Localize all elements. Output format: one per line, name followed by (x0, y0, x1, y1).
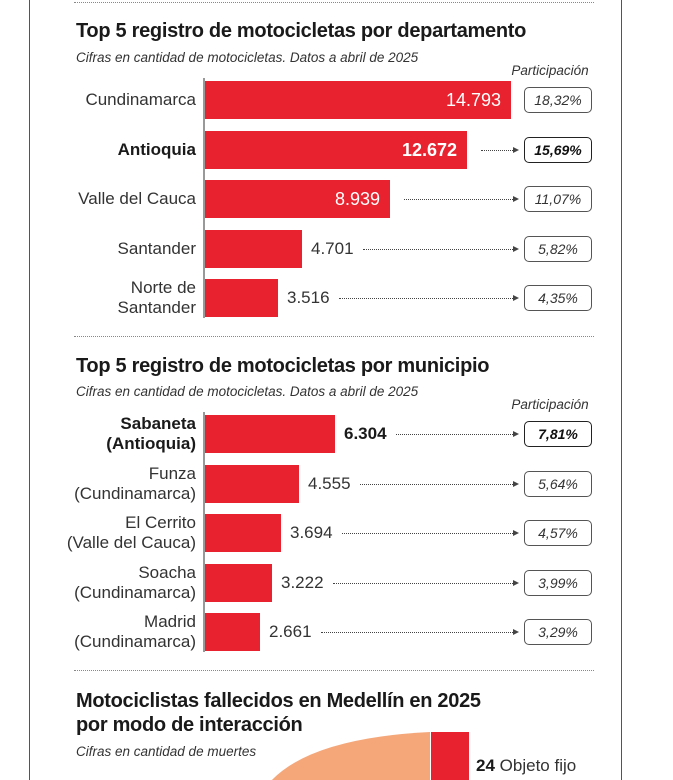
bar-label-line: Cundinamarca (85, 90, 196, 109)
bar-label-line: Funza (148, 464, 196, 483)
chart1-participation-header: Participación (511, 63, 589, 78)
chart3-subtitle: Cifras en cantidad de muertes (76, 744, 257, 759)
separator-1 (74, 336, 594, 337)
bar (205, 613, 260, 651)
participation-box: 18,32% (524, 87, 592, 113)
bar-value: 14.793 (445, 90, 501, 110)
chart2-axis (203, 412, 205, 652)
chart3-title-line2: por modo de interacción (76, 714, 303, 736)
bar-value: 8.939 (334, 189, 380, 209)
bar: 14.793 (205, 81, 511, 119)
bar-label: Antioquia (30, 140, 196, 160)
bar-value: 6.304 (344, 424, 387, 443)
bar-value: 12.672 (401, 140, 457, 160)
participation-box: 4,57% (524, 520, 592, 546)
participation-box: 5,64% (524, 471, 592, 497)
leader-arrow (404, 196, 519, 202)
bar-label: Funza (Cundinamarca) (30, 464, 196, 504)
bar-value: 3.222 (281, 573, 324, 592)
pie-chart-visible-area (270, 732, 430, 780)
leader-arrow (333, 580, 519, 586)
participation-box: 4,35% (524, 285, 592, 311)
leader-arrow (342, 530, 519, 536)
participation-box: 3,29% (524, 619, 592, 645)
bar-label-line: (Antioquia) (106, 434, 196, 453)
leader-arrow (396, 431, 519, 437)
chart2-participation-header: Participación (511, 397, 589, 412)
bar: 12.672 (205, 131, 467, 169)
bar-label: El Cerrito (Valle del Cauca) (30, 513, 196, 553)
bar-label-line: (Cundinamarca) (74, 632, 196, 651)
participation-box: 3,99% (524, 570, 592, 596)
chart2-title: Top 5 registro de motocicletas por munic… (76, 355, 490, 377)
bar (205, 465, 299, 503)
bar-label-line: Sabaneta (120, 414, 196, 433)
pie-slice-other (272, 732, 430, 780)
bar-label: Valle del Cauca (30, 189, 196, 209)
bar-label-line: (Cundinamarca) (74, 484, 196, 503)
bar-value: 4.701 (311, 239, 354, 258)
leader-arrow (481, 147, 519, 153)
bar (205, 514, 281, 552)
participation-box: 15,69% (524, 137, 592, 163)
chart2-subtitle: Cifras en cantidad de motocicletas. Dato… (76, 384, 419, 399)
pie-slice-objeto-fijo (431, 732, 469, 780)
bar (205, 415, 335, 453)
bar-label-line: (Valle del Cauca) (66, 533, 196, 552)
pie-label-value: 24 (476, 756, 495, 775)
leader-arrow (339, 295, 519, 301)
left-border-line (29, 0, 30, 780)
bar-label: Norte de Santander (30, 278, 196, 318)
bar: 8.939 (205, 180, 390, 218)
bar-label-line: Santander (117, 239, 196, 258)
bar (205, 564, 272, 602)
chart1-subtitle: Cifras en cantidad de motocicletas. Dato… (76, 50, 419, 65)
bar-label-line: (Cundinamarca) (74, 583, 196, 602)
bar-value: 4.555 (308, 474, 351, 493)
bar-value: 3.694 (290, 523, 333, 542)
pie-label-objeto-fijo: 24 Objeto fijo (476, 756, 576, 776)
participation-box: 7,81% (524, 421, 592, 447)
bar-label: Madrid (Cundinamarca) (30, 612, 196, 652)
leader-arrow (360, 481, 519, 487)
bar-label: Sabaneta (Antioquia) (30, 414, 196, 454)
participation-box: 11,07% (524, 186, 592, 212)
bar-label-line: Antioquia (117, 140, 196, 159)
bar-label-line: Norte de (130, 278, 196, 297)
bar-label-line: El Cerrito (125, 513, 196, 532)
chart3-title-line1: Motociclistas fallecidos en Medellín en … (76, 690, 481, 712)
bar-label-line: Soacha (138, 563, 196, 582)
bar-label: Soacha (Cundinamarca) (30, 563, 196, 603)
separator-2 (74, 670, 594, 671)
bar-label: Santander (30, 239, 196, 259)
chart1-axis (203, 78, 205, 318)
bar-label-line: Valle del Cauca (78, 189, 196, 208)
bar-value: 2.661 (269, 622, 312, 641)
pie-label-text: Objeto fijo (499, 756, 577, 775)
bar (205, 279, 278, 317)
top-separator (74, 2, 594, 3)
leader-arrow (363, 246, 519, 252)
chart1-title: Top 5 registro de motocicletas por depar… (76, 20, 527, 42)
bar-label-line: Santander (117, 298, 196, 317)
right-border-line (621, 0, 622, 780)
bar (205, 230, 302, 268)
leader-arrow (321, 629, 519, 635)
bar-value: 3.516 (287, 288, 330, 307)
bar-label: Cundinamarca (30, 90, 196, 110)
bar-label-line: Madrid (144, 612, 196, 631)
participation-box: 5,82% (524, 236, 592, 262)
